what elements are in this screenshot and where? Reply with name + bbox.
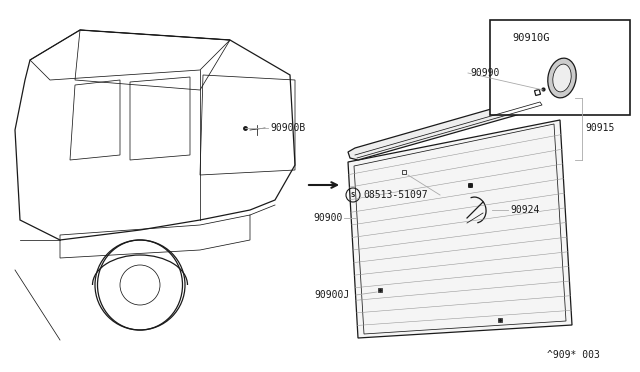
Text: 90924: 90924 [510,205,540,215]
Text: 90910G: 90910G [512,33,550,43]
Ellipse shape [553,64,571,92]
Text: 90915: 90915 [585,123,614,133]
Text: 90900J: 90900J [314,290,349,300]
Text: ^909* 003: ^909* 003 [547,350,600,360]
Ellipse shape [548,58,576,98]
Polygon shape [348,120,572,338]
Polygon shape [348,95,548,160]
Text: 08513-51097: 08513-51097 [363,190,428,200]
Text: S: S [351,192,355,198]
Text: 90900B: 90900B [270,123,305,133]
Text: 90900: 90900 [313,213,342,223]
Text: 90990: 90990 [470,68,499,78]
Bar [490,20,630,115]
